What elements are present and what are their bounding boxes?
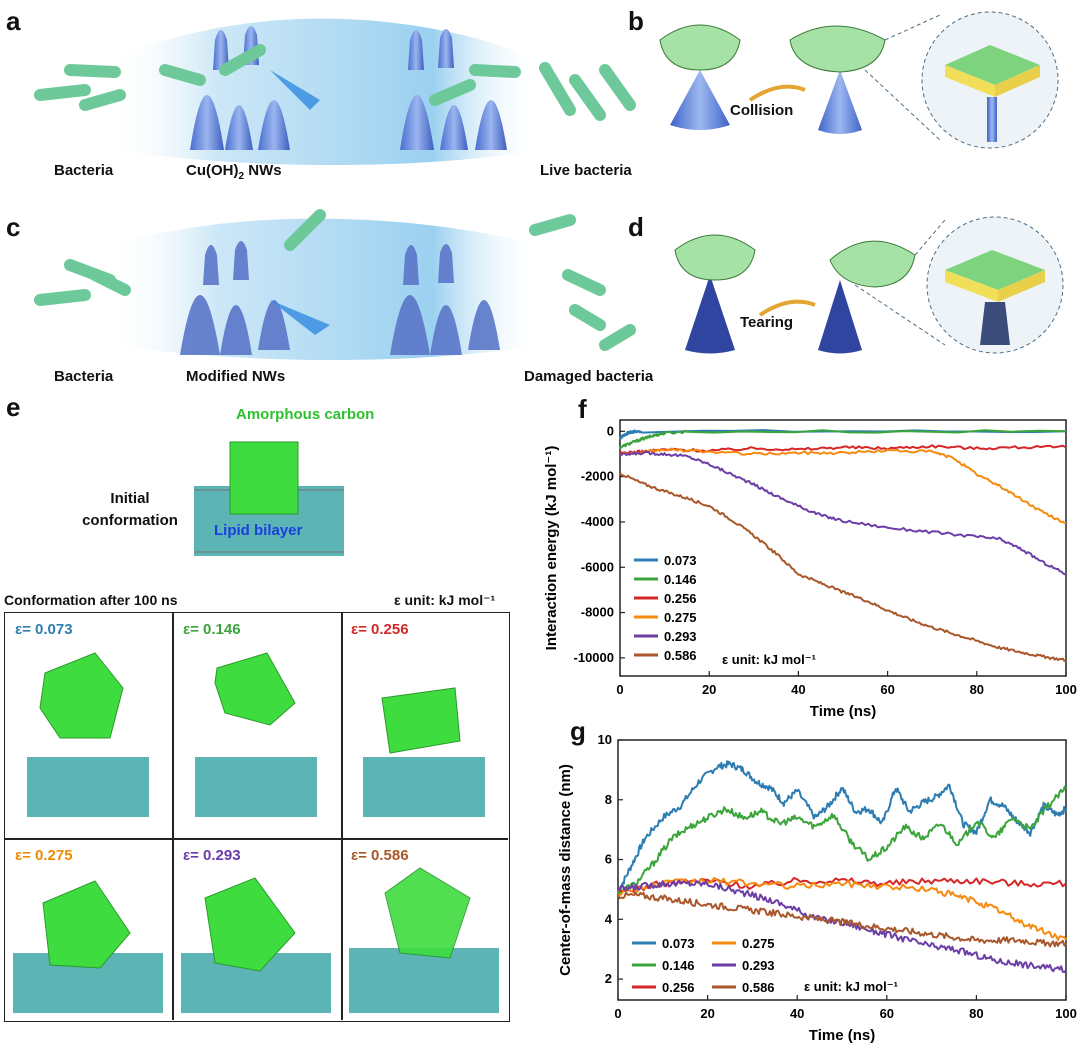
panel-label-b: b <box>628 6 644 36</box>
y-tick-label: 6 <box>605 852 612 867</box>
legend-unit-label: ε unit: kJ mol⁻¹ <box>804 979 898 994</box>
series-line-0586 <box>619 472 1067 662</box>
x-tick-label: 0 <box>616 682 623 697</box>
panel-label-d: d <box>628 212 644 242</box>
x-tick-label: 40 <box>790 1006 804 1021</box>
y-tick-label: 8 <box>605 792 612 807</box>
x-tick-label: 20 <box>700 1006 714 1021</box>
series-line-0275 <box>617 876 1067 941</box>
x-tick-label: 40 <box>791 682 805 697</box>
panel-a-illustration <box>34 18 636 166</box>
epsilon-label-0146: ε= 0.146 <box>183 621 241 638</box>
epsilon-label-0293: ε= 0.293 <box>183 847 241 864</box>
caption-a-bacteria: Bacteria <box>54 162 114 179</box>
y-axis-label: Interaction energy (kJ mol⁻¹) <box>543 446 560 651</box>
x-axis-label: Time (ns) <box>809 1027 875 1044</box>
initial-conformation-illustration <box>194 441 344 556</box>
series-line-0293 <box>619 450 1067 576</box>
legend-entry-0256: 0.256 <box>662 980 695 995</box>
x-tick-label: 0 <box>614 1006 621 1021</box>
caption-a-live-bacteria: Live bacteria <box>540 162 632 179</box>
interaction-energy-chart: 0 20 40 60 80 100 0 -2000 -4000 -6000 -8000 -10000 T… <box>543 419 1077 720</box>
conformation-snapshots <box>13 652 499 1013</box>
legend-unit-label: ε unit: kJ mol⁻¹ <box>722 652 816 667</box>
legend-entry-0146: 0.146 <box>664 572 697 587</box>
caption-c-bacteria: Bacteria <box>54 368 114 385</box>
tearing-label: Tearing <box>740 314 793 331</box>
epsilon-label-0586: ε= 0.586 <box>351 847 409 864</box>
epsilon-label-0256: ε= 0.256 <box>351 621 409 638</box>
series-line-0293 <box>617 879 1067 973</box>
legend-entry-0586: 0.586 <box>664 648 697 663</box>
series-line-0275 <box>619 447 1067 525</box>
panel-b-illustration: Collision <box>659 11 1059 149</box>
epsilon-unit-label: ε unit: kJ mol⁻¹ <box>394 592 496 608</box>
series-line-0073 <box>619 429 1067 440</box>
y-tick-label: 0 <box>607 423 614 438</box>
series-line-0073 <box>617 760 1067 893</box>
x-tick-label: 100 <box>1055 682 1077 697</box>
legend-entry-0256: 0.256 <box>664 591 697 606</box>
x-tick-label: 60 <box>880 1006 894 1021</box>
legend-entry-0293: 0.293 <box>742 958 775 973</box>
panel-d-illustration: Tearing <box>674 216 1064 354</box>
y-tick-label: -8000 <box>581 605 614 620</box>
y-tick-label: 2 <box>605 971 612 986</box>
panel-label-f: f <box>578 394 587 424</box>
series-line-0146 <box>619 429 1067 450</box>
panel-label-g: g <box>570 716 586 746</box>
panel-label-a: a <box>6 6 21 36</box>
x-tick-label: 80 <box>970 682 984 697</box>
initial-conformation-label: Initial conformation <box>82 490 178 529</box>
x-tick-label: 20 <box>702 682 716 697</box>
legend-entry-0275: 0.275 <box>742 936 775 951</box>
amorphous-carbon-label: Amorphous carbon <box>236 406 375 423</box>
y-tick-label: -4000 <box>581 514 614 529</box>
x-tick-label: 80 <box>969 1006 983 1021</box>
caption-a-nws: Cu(OH)2 NWs <box>186 162 282 182</box>
y-tick-label: 4 <box>605 911 613 926</box>
caption-c-modified-nws: Modified NWs <box>186 368 286 385</box>
plot-frame <box>617 739 1067 1001</box>
panel-label-e: e <box>6 392 21 422</box>
y-tick-label: 10 <box>598 732 612 747</box>
legend-entry-0293: 0.293 <box>664 629 697 644</box>
x-axis-label: Time (ns) <box>810 703 876 720</box>
y-tick-label: -6000 <box>581 559 614 574</box>
y-tick-label: -2000 <box>581 469 614 484</box>
conformation-after-label: Conformation after 100 ns <box>4 592 178 608</box>
y-axis-label: Center-of-mass distance (nm) <box>557 764 574 976</box>
legend-entry-0073: 0.073 <box>662 936 695 951</box>
y-tick-label: -10000 <box>574 650 614 665</box>
series-line-0586 <box>617 891 1067 948</box>
legend-entry-0073: 0.073 <box>664 553 697 568</box>
lipid-bilayer-label: Lipid bilayer <box>214 522 303 539</box>
epsilon-label-0073: ε= 0.073 <box>15 621 73 638</box>
legend-entry-0146: 0.146 <box>662 958 695 973</box>
x-tick-label: 60 <box>880 682 894 697</box>
epsilon-label-0275: ε= 0.275 <box>15 847 73 864</box>
caption-c-damaged-bacteria: Damaged bacteria <box>524 368 654 385</box>
plot-frame <box>619 419 1067 677</box>
panel-c-illustration <box>34 209 636 360</box>
collision-label: Collision <box>730 102 793 119</box>
legend-entry-0586: 0.586 <box>742 980 775 995</box>
panel-label-c: c <box>6 212 21 242</box>
com-distance-chart: 0 20 40 60 80 100 2 4 6 8 10 Time (ns) Center-of-mas… <box>557 732 1077 1044</box>
x-tick-label: 100 <box>1055 1006 1077 1021</box>
conformation-grid: ε= 0.073 ε= 0.146 ε= 0.256 ε= 0.275 ε= 0… <box>4 612 510 1022</box>
series-line-0146 <box>617 785 1067 896</box>
legend-entry-0275: 0.275 <box>664 610 697 625</box>
